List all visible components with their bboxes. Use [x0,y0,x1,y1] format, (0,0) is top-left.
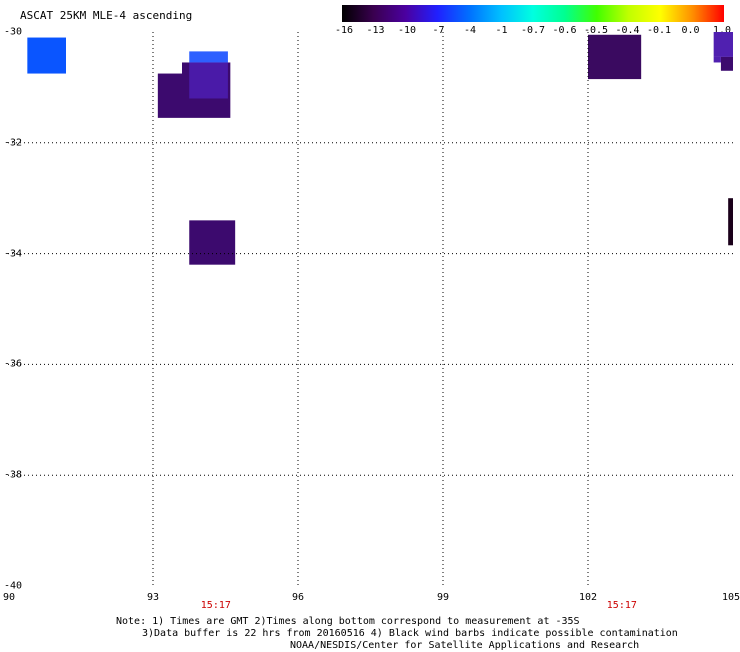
data-cell [157,73,182,118]
lat-tick-label: -34 [4,248,23,260]
time-label: 15:17 [200,600,231,611]
data-cell [713,32,733,57]
note-line-1: Note: 1) Times are GMT 2)Times along bot… [116,616,580,627]
colorbar-label: -10 [397,25,417,36]
lon-tick-label: 93 [146,592,160,603]
data-cell [189,51,228,63]
colorbar-label: -0.6 [552,25,577,36]
colorbar-label: -0.5 [583,25,609,36]
colorbar-label: -13 [366,25,385,36]
lon-tick-label: 90 [2,592,16,603]
note-line-2: 3)Data buffer is 22 hrs from 20160516 4)… [142,628,678,639]
colorbar-label: -4 [463,25,477,36]
colorbar-label: 0.0 [681,25,700,36]
colorbar-label: 1.0 [712,25,732,36]
colorbar-label: -0.7 [520,25,546,36]
colorbar-label: -7 [432,25,445,36]
note-line-3: NOAA/NESDIS/Center for Satellite Applica… [290,640,640,651]
lon-tick-label: 96 [291,592,305,603]
lat-tick-label: -30 [4,26,23,38]
lat-tick-label: -38 [4,469,23,481]
lon-tick-label: 99 [436,592,450,603]
data-cell [189,62,228,99]
data-cell [189,220,236,265]
data-cell [713,56,721,63]
colorbar-label: -1 [495,25,508,36]
data-cell [588,34,642,80]
time-label: 15:17 [606,600,637,611]
lon-tick-label: 102 [578,592,598,603]
lat-tick-label: -36 [4,358,23,370]
colorbar [342,5,724,22]
colorbar-label: -0.4 [615,25,640,36]
data-cell [720,56,733,71]
colorbar-gradient [342,5,724,22]
lat-tick-label: -40 [4,580,23,592]
data-cell [728,198,733,246]
colorbar-label: -0.1 [646,25,672,36]
lat-tick-label: -32 [4,137,23,149]
map-title: ASCAT 25KM MLE-4 ascending [20,9,193,22]
lon-tick-label: 105 [721,592,740,603]
colorbar-label: -16 [334,25,354,36]
data-cell [27,37,66,74]
